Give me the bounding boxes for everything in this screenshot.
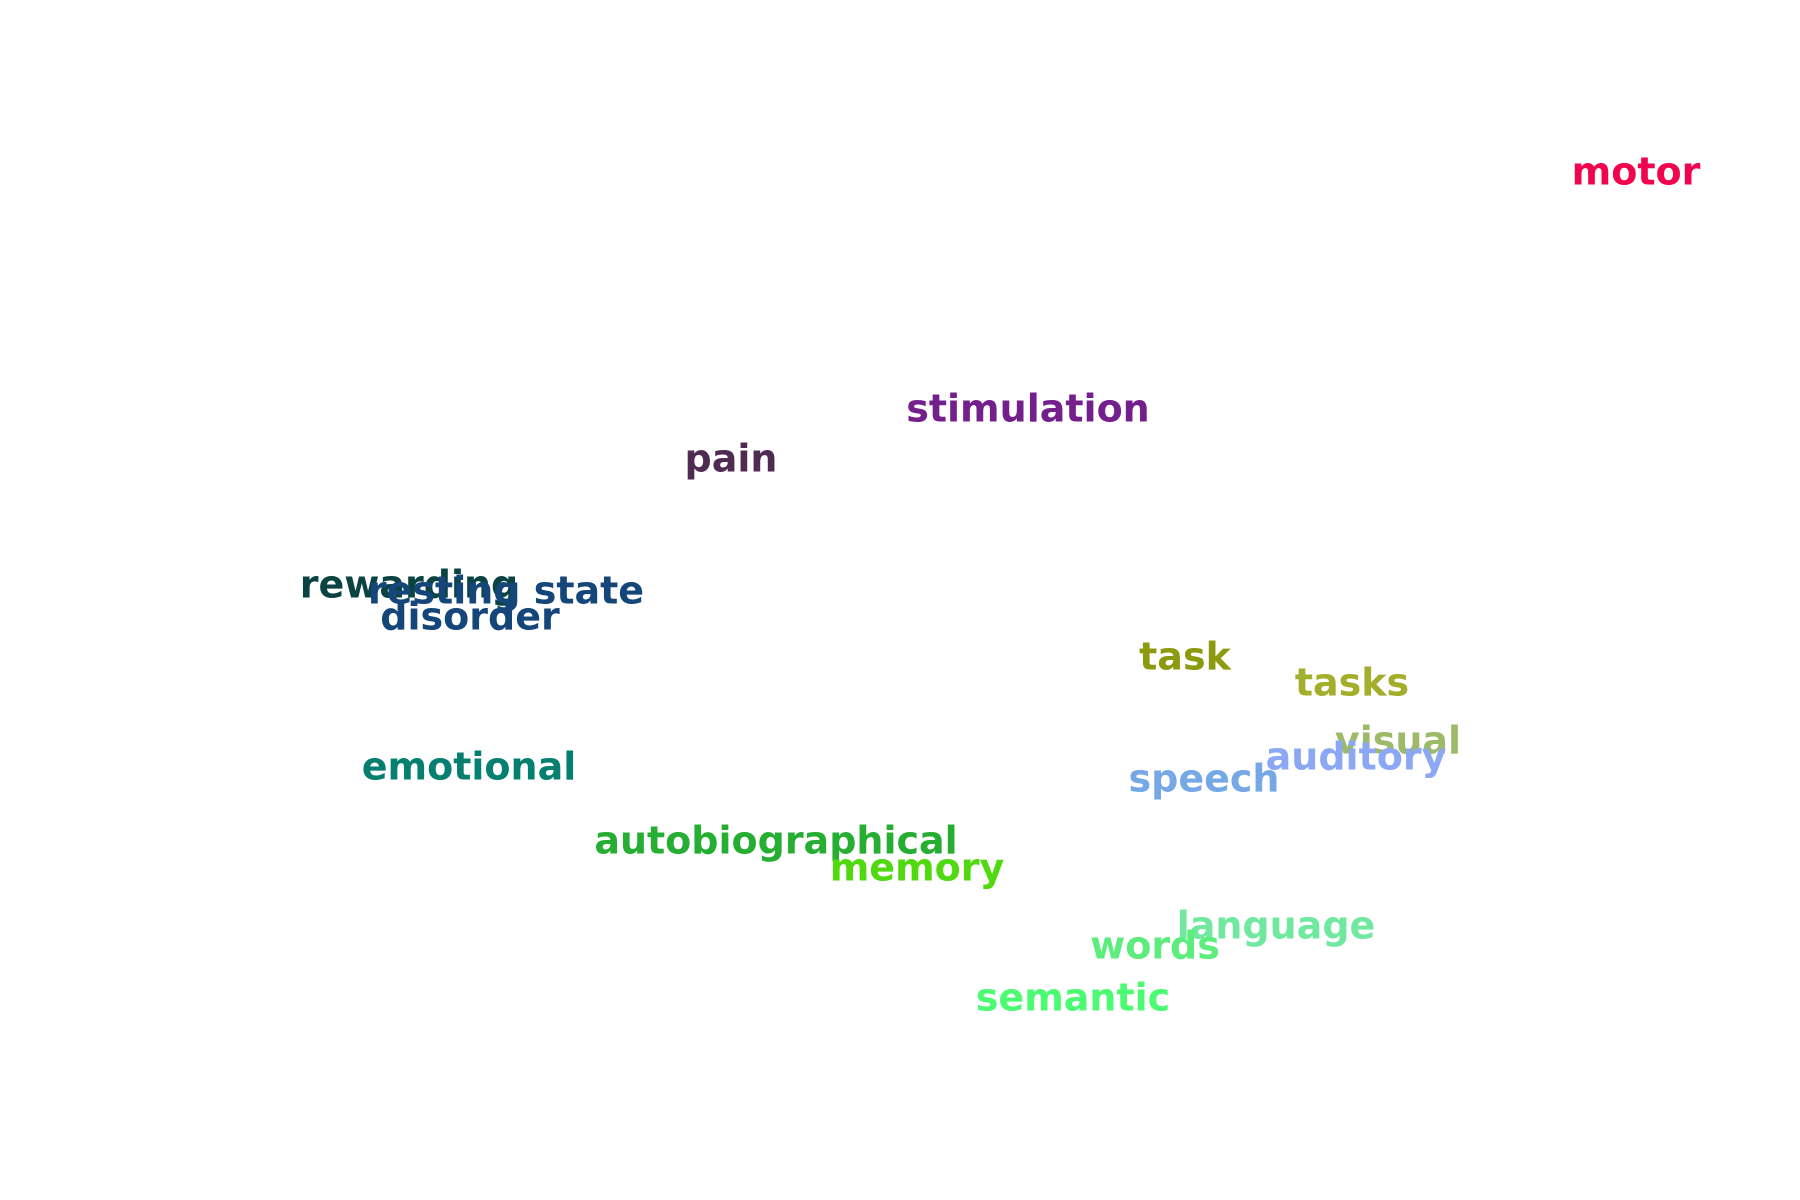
point-label-rewarding: rewarding (300, 563, 518, 607)
point-label-resting-state: resting state (368, 569, 644, 613)
point-label-stimulation: stimulation (906, 387, 1149, 431)
point-label-memory: memory (830, 846, 1005, 890)
point-label-semantic: semantic (976, 976, 1170, 1020)
point-label-tasks: tasks (1295, 661, 1409, 705)
point-label-speech: speech (1129, 757, 1280, 801)
point-label-disorder: disorder (380, 595, 560, 639)
point-label-auditory: auditory (1266, 735, 1447, 779)
point-label-task: task (1139, 635, 1231, 679)
point-label-visual: visual (1335, 719, 1461, 763)
point-label-autobiographical: autobiographical (594, 819, 957, 863)
point-label-emotional: emotional (362, 745, 577, 789)
point-label-pain: pain (685, 437, 778, 481)
point-label-language: language (1177, 904, 1376, 948)
point-label-words: words (1090, 924, 1220, 968)
point-label-motor: motor (1572, 150, 1701, 194)
